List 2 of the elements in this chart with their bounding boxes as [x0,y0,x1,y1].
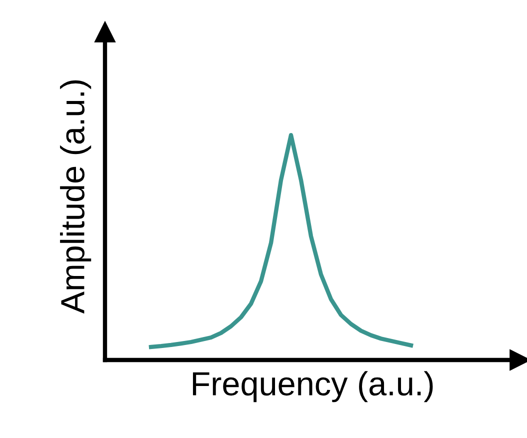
y-axis-title: Amplitude (a.u.) [60,80,92,314]
x-axis-title: Frequency (a.u.) [192,371,433,402]
